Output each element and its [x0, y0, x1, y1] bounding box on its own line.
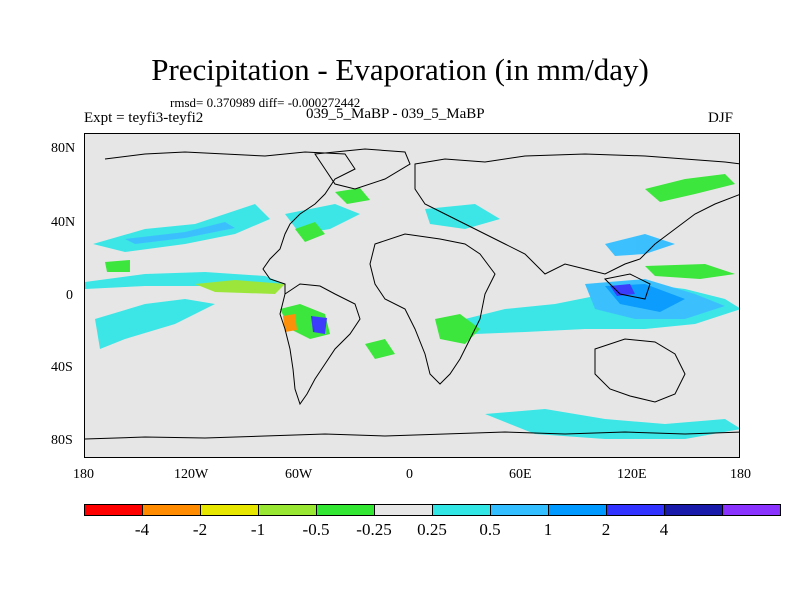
y-tick-label: 80S	[51, 433, 73, 448]
x-tick-label: 180	[73, 467, 94, 482]
coast-antarctica	[85, 431, 739, 440]
anomaly-west-pacific-north	[645, 174, 735, 202]
anomaly-equatorial-green	[195, 280, 285, 294]
colorbar-label: 0.5	[479, 520, 501, 539]
coast-maritime	[603, 273, 651, 300]
y-tick-label: 80N	[51, 141, 76, 156]
y-tick-label: 0	[66, 288, 73, 303]
anomaly-southern-ocean	[485, 409, 739, 439]
x-tick-label: 120W	[174, 467, 209, 482]
y-tick-label: 40S	[51, 360, 73, 375]
colorbar-swatch	[142, 504, 201, 516]
anomaly-south-pacific	[95, 299, 215, 349]
y-tick-label: 40N	[51, 215, 76, 230]
anomaly-north-pacific	[93, 204, 270, 252]
colorbar-label: -0.25	[356, 520, 392, 539]
colorbar-swatch	[258, 504, 317, 516]
anomaly-kuroshio	[605, 234, 675, 256]
coast-australia	[594, 338, 686, 403]
x-tick-label: 0	[406, 467, 413, 482]
coast-greenland	[314, 148, 411, 190]
anomaly-south-america-warm	[283, 314, 297, 332]
colorbar-label: -4	[134, 520, 150, 539]
colorbar-label: -1	[250, 520, 266, 539]
colorbar-swatch	[432, 504, 491, 516]
coast-north-america	[104, 151, 356, 294]
coastlines	[85, 148, 739, 440]
anomaly-north-pacific-inner	[125, 222, 235, 244]
colorbar-swatch	[664, 504, 723, 516]
colorbar	[84, 504, 781, 516]
x-tick-label: 60W	[285, 467, 313, 482]
coast-africa	[369, 233, 496, 385]
colorbar-swatch	[606, 504, 665, 516]
colorbar-swatch	[548, 504, 607, 516]
colorbar-label: 4	[659, 520, 669, 539]
colorbar-swatch	[490, 504, 549, 516]
coast-south-america	[279, 283, 361, 406]
anomaly-south-america-blue	[311, 316, 327, 334]
colorbar-swatch	[84, 504, 143, 516]
x-tick-label: 120E	[617, 467, 647, 482]
experiment-label: Expt = teyfi3-teyfi2	[84, 110, 204, 126]
colorbar-label: 0.25	[417, 520, 447, 539]
anomaly-africa	[435, 314, 480, 344]
colorbar-label: -2	[192, 520, 208, 539]
x-tick-label: 60E	[509, 467, 532, 482]
anomaly-west-pacific-green	[645, 264, 735, 279]
colorbar-swatch	[722, 504, 781, 516]
season-label: DJF	[708, 110, 734, 126]
coast-eurasia	[414, 153, 739, 275]
anomaly-pacific-green	[105, 260, 130, 272]
colorbar-swatch	[200, 504, 259, 516]
anomaly-south-atlantic	[365, 339, 395, 359]
map-canvas	[85, 148, 739, 440]
map-panel	[84, 133, 740, 458]
colorbar-swatch	[316, 504, 375, 516]
colorbar-label: -0.5	[302, 520, 330, 539]
anomaly-warm-pool-deep	[610, 284, 635, 296]
colorbar-label: 2	[601, 520, 611, 539]
anomaly-mediterranean	[425, 204, 500, 229]
colorbar-swatch	[374, 504, 433, 516]
stats-text: rmsd= 0.370989 diff= -0.000272442	[170, 95, 361, 110]
anomaly-north-atlantic-green	[335, 188, 370, 204]
colorbar-label: 1	[543, 520, 553, 539]
chart-title: Precipitation - Evaporation (in mm/day)	[151, 52, 649, 87]
comparison-label: 039_5_MaBP - 039_5_MaBP	[306, 106, 485, 122]
anomaly-north-america	[295, 222, 325, 242]
x-tick-label: 180	[730, 467, 751, 482]
